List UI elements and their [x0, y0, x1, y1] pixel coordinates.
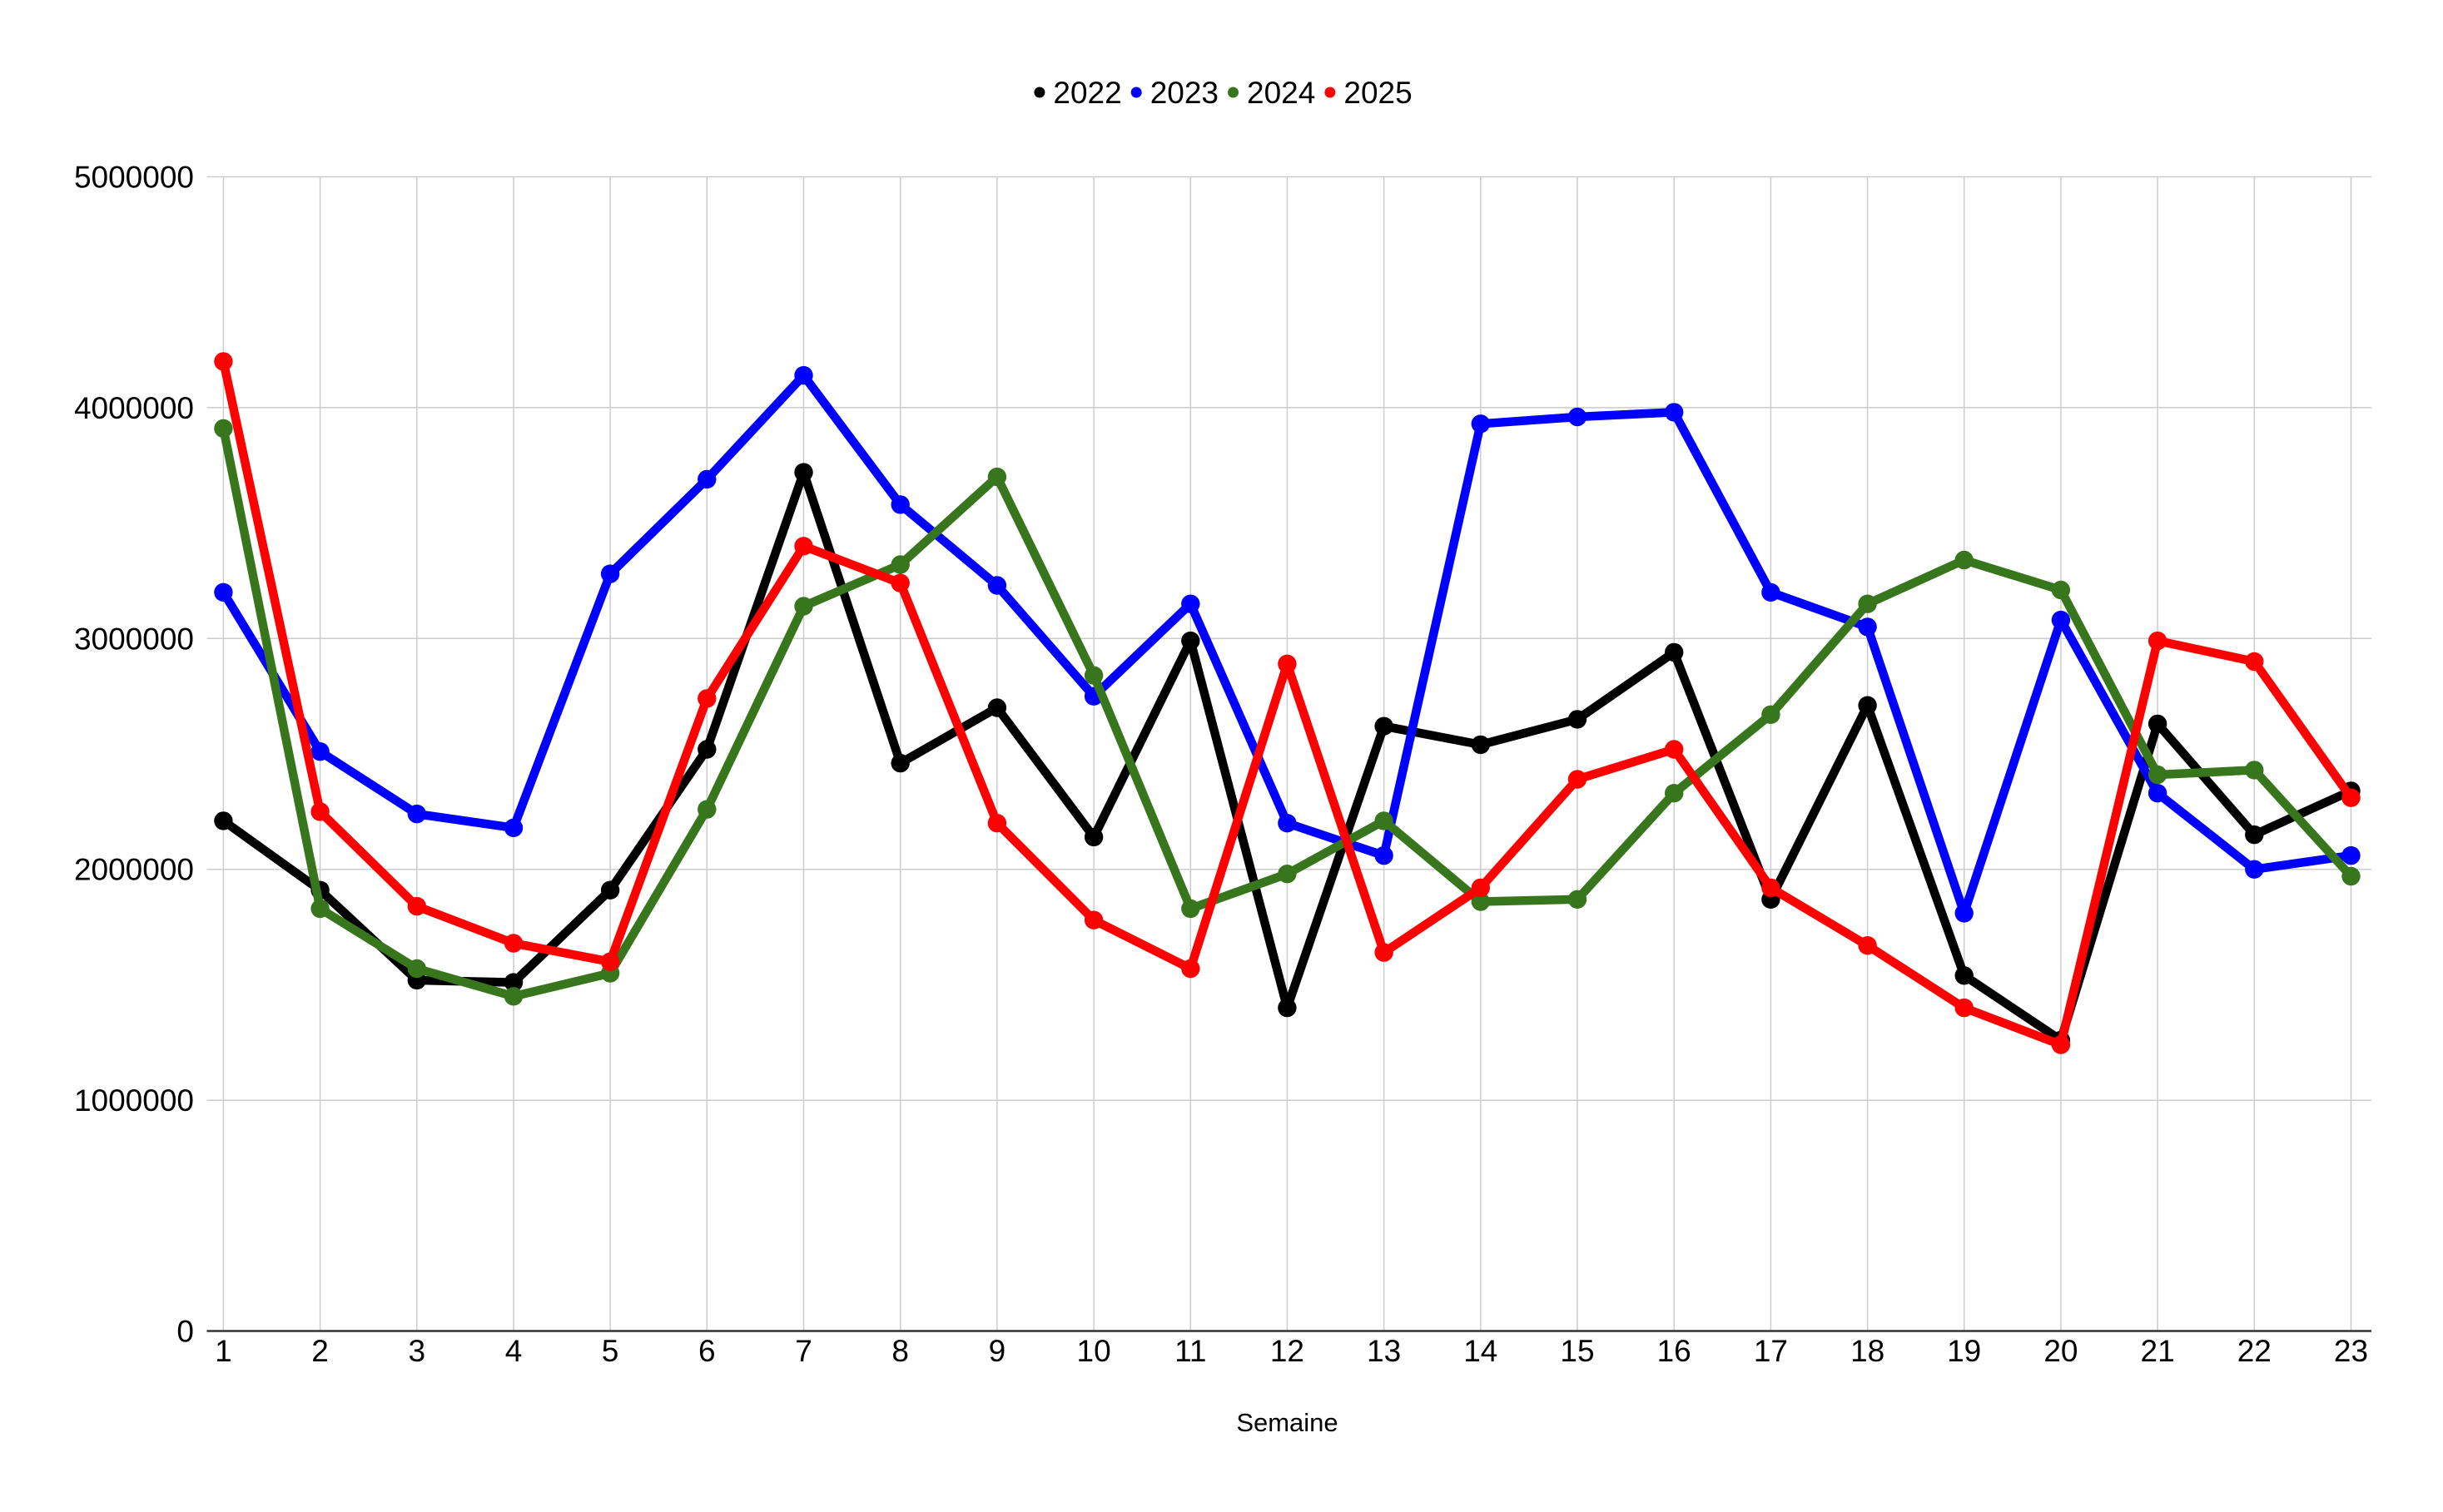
svg-text:2025: 2025 — [1343, 76, 1412, 110]
svg-text:1000000: 1000000 — [74, 1083, 194, 1118]
svg-text:2024: 2024 — [1247, 76, 1315, 110]
svg-text:2: 2 — [311, 1334, 329, 1368]
svg-text:Semaine: Semaine — [1236, 1408, 1338, 1437]
svg-text:3: 3 — [409, 1334, 426, 1368]
svg-text:19: 19 — [1947, 1334, 1981, 1368]
svg-text:14: 14 — [1463, 1334, 1497, 1368]
svg-text:18: 18 — [1850, 1334, 1884, 1368]
svg-text:22: 22 — [2237, 1334, 2272, 1368]
svg-text:0: 0 — [176, 1315, 194, 1349]
svg-text:9: 9 — [989, 1334, 1006, 1368]
svg-text:6: 6 — [698, 1334, 716, 1368]
svg-text:1: 1 — [215, 1334, 232, 1368]
svg-text:8: 8 — [891, 1334, 909, 1368]
svg-text:5000000: 5000000 — [74, 161, 194, 195]
svg-text:13: 13 — [1367, 1334, 1401, 1368]
svg-text:12: 12 — [1270, 1334, 1304, 1368]
svg-text:7: 7 — [795, 1334, 812, 1368]
svg-text:11: 11 — [1174, 1334, 1206, 1368]
svg-text:23: 23 — [2334, 1334, 2368, 1368]
svg-text:15: 15 — [1560, 1334, 1594, 1368]
svg-text:2023: 2023 — [1150, 76, 1219, 110]
svg-text:21: 21 — [2141, 1334, 2175, 1368]
svg-text:4: 4 — [505, 1334, 523, 1368]
svg-text:16: 16 — [1657, 1334, 1691, 1368]
svg-text:5: 5 — [602, 1334, 619, 1368]
svg-text:4000000: 4000000 — [74, 391, 194, 425]
svg-text:2022: 2022 — [1053, 76, 1121, 110]
svg-text:20: 20 — [2043, 1334, 2078, 1368]
svg-text:10: 10 — [1077, 1334, 1111, 1368]
svg-text:17: 17 — [1754, 1334, 1788, 1368]
svg-text:2000000: 2000000 — [74, 853, 194, 887]
svg-text:3000000: 3000000 — [74, 622, 194, 656]
